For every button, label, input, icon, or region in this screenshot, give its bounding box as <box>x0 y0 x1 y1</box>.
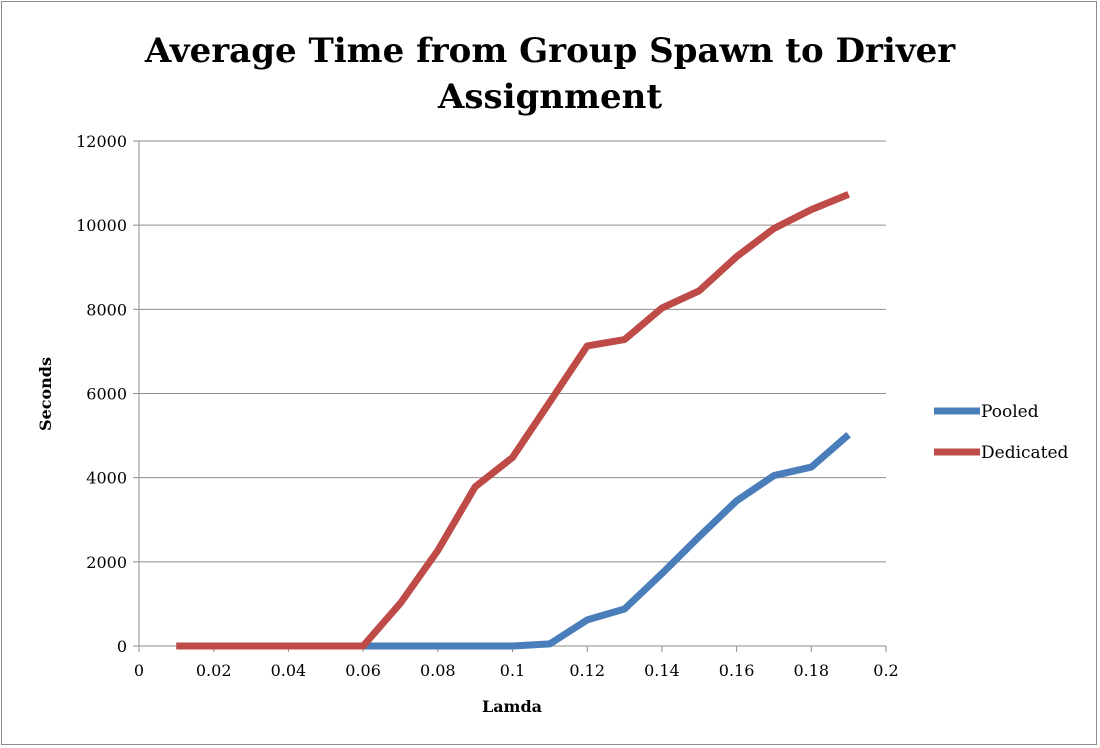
axes: 0 2000 4000 6000 8000 10000 12000 0 0.02 0.04 0.06… <box>76 132 899 680</box>
y-tick-label-5: 10000 <box>76 216 127 235</box>
x-tick-label-6: 0.12 <box>569 661 605 680</box>
x-tick-label-2: 0.04 <box>271 661 307 680</box>
x-tick-label-8: 0.16 <box>719 661 755 680</box>
x-tick-label-3: 0.06 <box>345 661 381 680</box>
y-tick-label-2: 4000 <box>86 469 127 488</box>
series-line-dedicated <box>176 191 850 650</box>
y-axis-title: Seconds <box>36 357 55 431</box>
y-tick-label-3: 6000 <box>86 385 127 404</box>
y-tick-label-0: 0 <box>117 637 127 656</box>
x-tick-label-1: 0.02 <box>196 661 232 680</box>
x-tick-label-7: 0.14 <box>644 661 680 680</box>
chart-title: Average Time from Group Spawn to Driver … <box>0 28 1100 120</box>
y-tick-label-4: 8000 <box>86 300 127 319</box>
legend-label-dedicated: Dedicated <box>981 443 1069 463</box>
x-tick-label-10: 0.2 <box>873 661 898 680</box>
x-tick-label-9: 0.18 <box>793 661 829 680</box>
x-tick-label-5: 0.1 <box>500 661 525 680</box>
gridlines <box>139 140 886 563</box>
x-axis-title: Lamda <box>482 697 542 716</box>
series-lines <box>176 191 851 650</box>
series-line-pooled <box>176 432 851 650</box>
legend-label-pooled: Pooled <box>981 402 1039 422</box>
y-tick-label-1: 2000 <box>86 553 127 572</box>
x-tick-label-4: 0.08 <box>420 661 456 680</box>
legend: Pooled Dedicated <box>934 402 1069 463</box>
x-tick-label-0: 0 <box>134 661 144 680</box>
chart-title-line-2: Assignment <box>437 77 663 117</box>
y-tick-label-6: 12000 <box>76 132 127 151</box>
chart-title-line-1: Average Time from Group Spawn to Driver <box>144 31 956 71</box>
